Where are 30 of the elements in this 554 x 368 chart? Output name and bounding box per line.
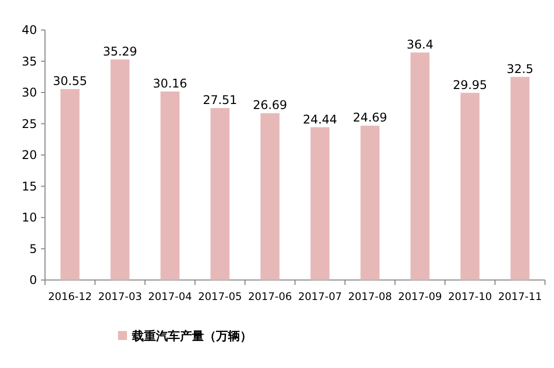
data-label: 32.5 [506, 62, 534, 76]
x-tick-label: 2017-08 [348, 291, 392, 303]
x-tick-label: 2017-05 [198, 291, 242, 303]
x-tick-label: 2017-04 [148, 291, 192, 303]
data-label: 24.69 [352, 110, 388, 125]
y-tick-label: 5 [29, 242, 37, 256]
data-label: 36.4 [406, 38, 434, 52]
y-tick-label: 0 [29, 273, 37, 287]
y-tick-label: 35 [22, 54, 37, 68]
y-tick-label: 20 [22, 148, 37, 162]
x-tick-label: 2017-10 [448, 291, 492, 303]
y-tick-label: 10 [22, 210, 37, 224]
y-tick-label: 15 [22, 179, 37, 194]
data-label: 29.95 [452, 78, 488, 92]
data-label: 27.51 [202, 93, 238, 108]
y-tick-label: 40 [22, 23, 37, 37]
data-label: 24.44 [302, 112, 338, 126]
data-label: 35.29 [102, 44, 138, 58]
data-label: 26.69 [252, 98, 288, 112]
legend: 载重汽车产量（万辆） [118, 329, 252, 343]
y-tick-label: 25 [22, 116, 37, 131]
x-tick-label: 2017-03 [98, 291, 142, 303]
x-tick-label: 2017-07 [298, 291, 342, 303]
data-label: 30.16 [152, 76, 188, 90]
x-tick-label: 2016-12 [48, 291, 92, 303]
data-label: 30.55 [52, 74, 88, 88]
y-tick-label: 30 [22, 86, 37, 100]
x-tick-label: 2017-11 [498, 291, 542, 303]
x-tick-label: 2017-09 [398, 291, 442, 303]
x-tick-label: 2017-06 [248, 291, 292, 303]
